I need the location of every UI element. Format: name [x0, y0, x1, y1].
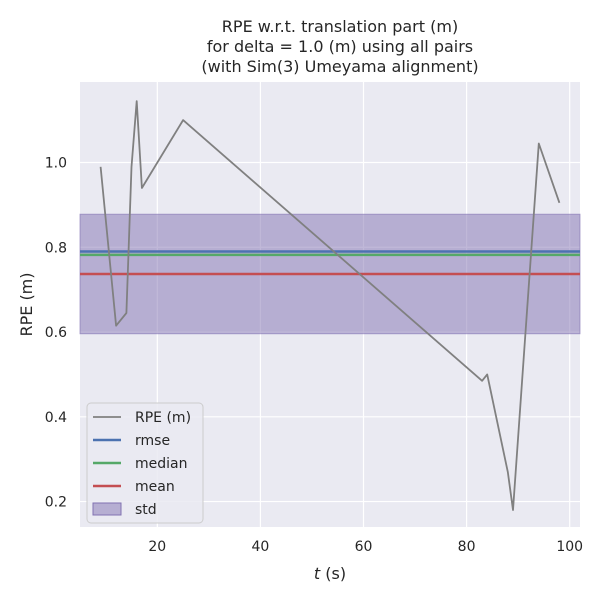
y-tick-label: 1.0 [45, 156, 67, 172]
chart-title-line: (with Sim(3) Umeyama alignment) [201, 57, 478, 76]
series-group [99, 100, 561, 511]
statistic-lines [80, 250, 580, 276]
y-tick-label: 0.4 [45, 410, 67, 426]
rpe-series-line [99, 100, 561, 511]
chart-title-line: RPE w.r.t. translation part (m) [222, 17, 458, 36]
legend-label: median [135, 456, 187, 472]
y-tick-label: 0.8 [45, 240, 67, 256]
x-axis-ticks: 20 40 60 80 100 [148, 539, 583, 555]
x-tick-label: 100 [556, 539, 583, 555]
x-tick-label: 20 [148, 539, 166, 555]
y-tick-label: 0.6 [45, 325, 67, 341]
x-tick-label: 60 [355, 539, 373, 555]
legend-label: RPE (m) [135, 410, 191, 426]
y-axis-label: RPE (m) [17, 272, 36, 336]
x-tick-label: 80 [458, 539, 476, 555]
legend-label: rmse [135, 433, 170, 449]
y-axis-ticks: 0.2 0.4 0.6 0.8 1.0 [45, 156, 67, 511]
x-axis-label-unit: (s) [320, 564, 346, 583]
y-tick-label: 0.2 [45, 495, 67, 511]
legend-label: mean [135, 479, 175, 495]
legend-label: std [135, 502, 157, 518]
x-axis-label-var: t [314, 564, 321, 583]
x-axis-label: t (s) [314, 564, 346, 583]
chart-title-line: for delta = 1.0 (m) using all pairs [207, 37, 473, 56]
legend: RPE (m) rmse median mean std [86, 402, 204, 524]
legend-swatch-std [92, 502, 122, 516]
chart-title: RPE w.r.t. translation part (m)for delta… [201, 17, 478, 76]
legend-box [86, 402, 204, 524]
x-tick-label: 40 [251, 539, 269, 555]
